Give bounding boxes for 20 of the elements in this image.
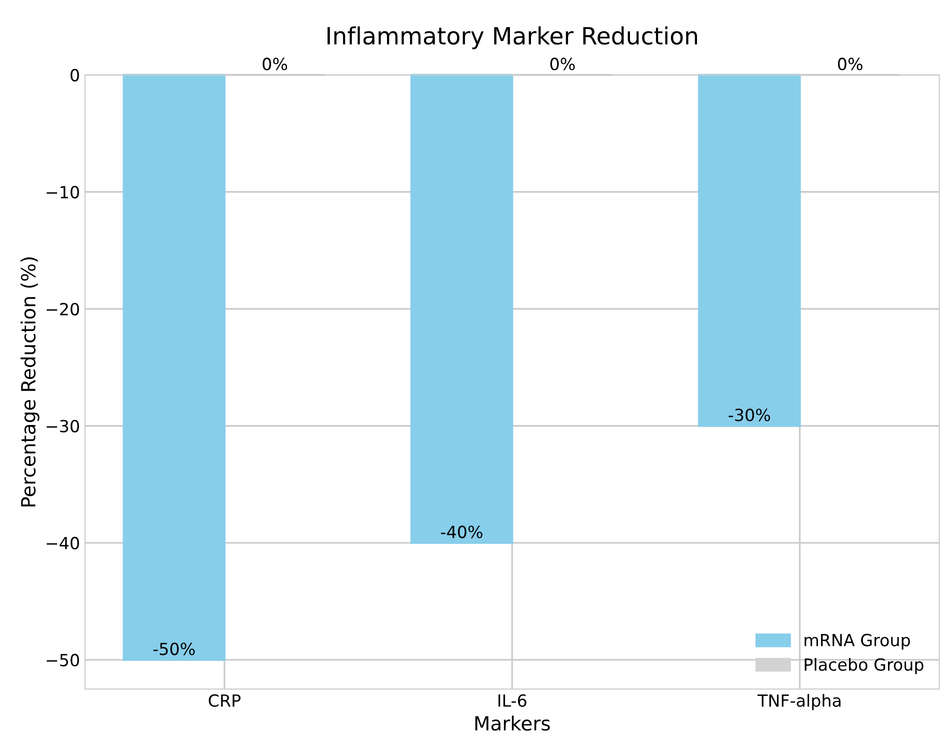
data-label: 0% <box>550 58 575 70</box>
data-label: -40% <box>441 526 482 538</box>
y-tick-label: −20 <box>46 302 79 316</box>
y-tick-label: −50 <box>46 654 79 666</box>
data-label: 0% <box>262 58 288 70</box>
y-tick-label: 0 <box>70 68 79 82</box>
x-axis-title: Markers <box>475 716 550 731</box>
x-tick-label: CRP <box>208 694 241 707</box>
y-tick-label: −10 <box>46 186 79 198</box>
chart-title: Inflammatory Marker Reduction <box>328 26 697 50</box>
legend-label: Placebo Group <box>804 658 924 674</box>
y-tick-label: −30 <box>46 420 79 432</box>
data-label: 0% <box>838 58 862 70</box>
y-axis-title: Percentage Reduction (%) <box>20 257 40 506</box>
x-tick-label: IL-6 <box>498 694 526 707</box>
x-tick-label: TNF-alpha <box>757 694 840 710</box>
data-label: -30% <box>728 408 770 422</box>
legend-label: mRNA Group <box>804 634 910 650</box>
data-label: -50% <box>153 642 195 656</box>
y-tick-label: −40 <box>46 536 79 550</box>
